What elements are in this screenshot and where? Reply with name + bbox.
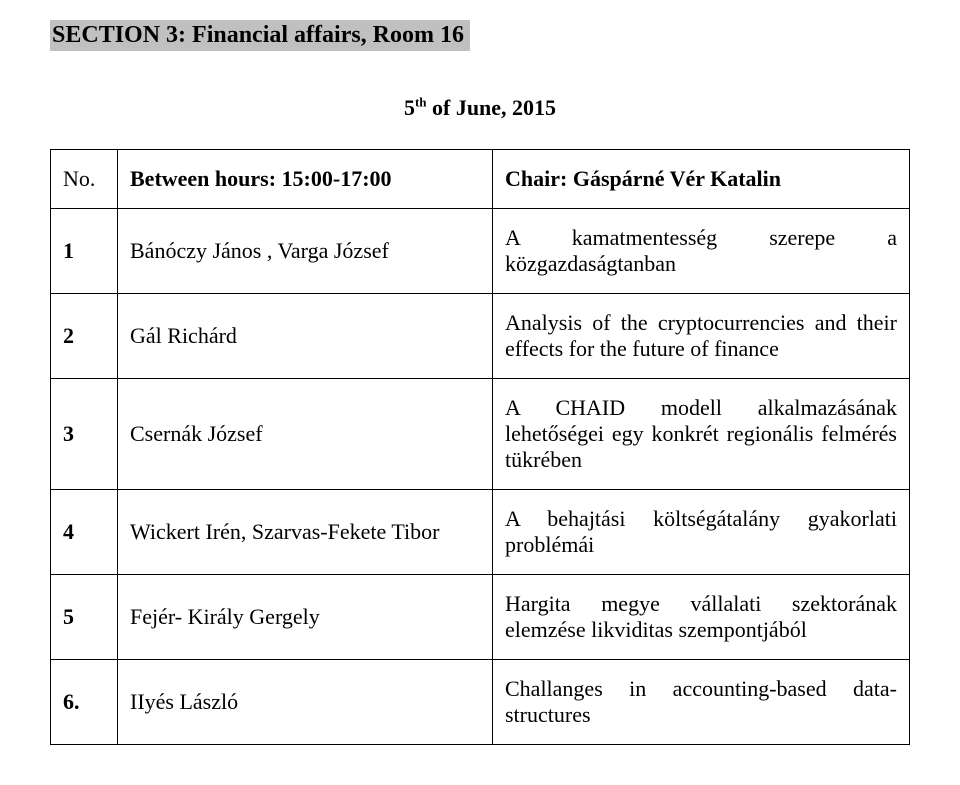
row-presenter: Bánóczy János , Varga József — [118, 209, 493, 294]
row-num: 1 — [51, 209, 118, 294]
header-hours: Between hours: 15:00-17:00 — [118, 150, 493, 209]
table-row: 6. IIyés László Challanges in accounting… — [51, 660, 910, 745]
section-header: SECTION 3: Financial affairs, Room 16 — [50, 20, 470, 51]
row-title: A CHAID modell alkalmazásának lehetősége… — [493, 379, 910, 490]
table-row: 2 Gál Richárd Analysis of the cryptocurr… — [51, 294, 910, 379]
row-num: 3 — [51, 379, 118, 490]
date-sup: th — [415, 95, 427, 110]
page: SECTION 3: Financial affairs, Room 16 5t… — [0, 0, 960, 785]
row-title: A behajtási költségátalány gyakorlati pr… — [493, 490, 910, 575]
row-presenter: Wickert Irén, Szarvas-Fekete Tibor — [118, 490, 493, 575]
header-chair: Chair: Gáspárné Vér Katalin — [493, 150, 910, 209]
row-title: Challanges in accounting-based data-stru… — [493, 660, 910, 745]
schedule-table: No. Between hours: 15:00-17:00 Chair: Gá… — [50, 149, 910, 745]
row-presenter: Gál Richárd — [118, 294, 493, 379]
table-row: 5 Fejér- Király Gergely Hargita megye vá… — [51, 575, 910, 660]
table-row: 1 Bánóczy János , Varga József A kamatme… — [51, 209, 910, 294]
row-num: 2 — [51, 294, 118, 379]
table-row: 3 Csernák József A CHAID modell alkalmaz… — [51, 379, 910, 490]
row-presenter: Csernák József — [118, 379, 493, 490]
row-presenter: IIyés László — [118, 660, 493, 745]
row-num: 6. — [51, 660, 118, 745]
table-header-row: No. Between hours: 15:00-17:00 Chair: Gá… — [51, 150, 910, 209]
table-row: 4 Wickert Irén, Szarvas-Fekete Tibor A b… — [51, 490, 910, 575]
header-no: No. — [51, 150, 118, 209]
date-line: 5th of June, 2015 — [50, 95, 910, 121]
row-title: A kamatmentesség szerepe a közgazdaságta… — [493, 209, 910, 294]
date-rest: of June, 2015 — [427, 95, 557, 120]
row-presenter: Fejér- Király Gergely — [118, 575, 493, 660]
date-pre: 5 — [404, 95, 415, 120]
row-title: Analysis of the cryptocurrencies and the… — [493, 294, 910, 379]
row-num: 4 — [51, 490, 118, 575]
row-num: 5 — [51, 575, 118, 660]
row-title: Hargita megye vállalati szektorának elem… — [493, 575, 910, 660]
